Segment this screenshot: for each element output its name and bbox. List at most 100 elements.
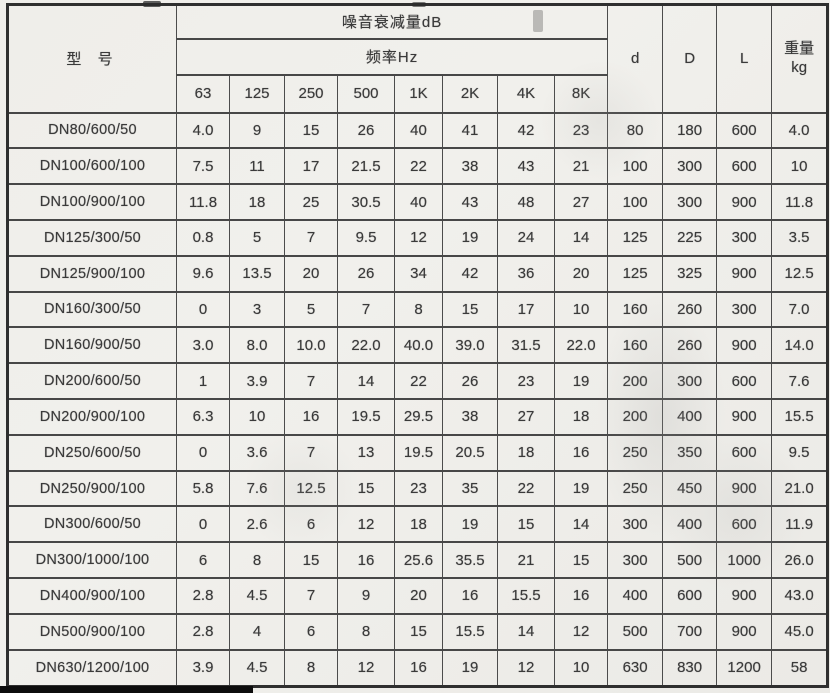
data-cell: 3.5 (771, 219, 829, 257)
data-cell: 2.8 (176, 613, 230, 651)
data-cell: 40 (394, 183, 443, 221)
data-cell: 17 (497, 291, 555, 328)
data-cell: 500 (662, 541, 718, 579)
data-cell: 4.0 (771, 112, 829, 149)
header-row-noise: 型 号 噪音衰减量dB d D L 重量 kg (7, 4, 829, 113)
length-L-column-header: L (716, 4, 773, 113)
data-cell: 19 (442, 219, 498, 257)
table-row: DN300/600/50 0 2.6 6 12 18 19 15 14 300 400 600 11.9 (7, 505, 829, 543)
data-cell: 450 (662, 470, 718, 507)
data-cell: 15 (553, 541, 609, 579)
freq-band-2k-header: 2K (442, 74, 498, 113)
data-cell: 8 (337, 613, 395, 651)
data-cell: 900 (716, 255, 773, 293)
data-cell: 42 (442, 255, 498, 293)
data-cell: 16 (284, 398, 338, 436)
data-cell: 7.6 (229, 470, 285, 507)
data-cell: 0 (176, 434, 230, 472)
data-cell: 12 (497, 649, 555, 687)
model-cell: DN125/300/50 (7, 219, 177, 257)
data-cell: 0 (176, 291, 230, 328)
table-row: DN300/1000/100 6 8 15 16 25.6 35.5 21 15 300 500 10… (7, 541, 829, 579)
data-cell: 3.9 (229, 362, 285, 400)
data-cell: 15 (337, 470, 395, 507)
scan-black-bar-artifact (0, 686, 253, 693)
model-cell: DN100/900/100 (7, 183, 177, 221)
data-cell: 16 (442, 577, 498, 615)
data-cell: 100 (607, 183, 664, 221)
data-cell: 20 (553, 255, 609, 293)
data-cell: 18 (553, 398, 609, 436)
frequency-header: 频率Hz (175, 38, 609, 75)
data-cell: 18 (497, 434, 555, 472)
data-cell: 600 (716, 434, 773, 472)
data-cell: 300 (662, 147, 718, 185)
data-cell: 3.6 (229, 434, 285, 472)
data-cell: 3.0 (176, 326, 230, 364)
diameter-d-column-header: d (607, 4, 664, 113)
data-cell: 14 (553, 219, 609, 257)
data-cell: 35 (442, 470, 498, 507)
data-cell: 500 (607, 613, 664, 651)
data-cell: 15 (394, 613, 443, 651)
data-cell: 0.8 (176, 219, 230, 257)
data-cell: 30.5 (337, 183, 395, 221)
model-cell: DN400/900/100 (7, 577, 177, 615)
data-cell: 22 (497, 470, 555, 507)
data-cell: 10 (553, 291, 609, 328)
freq-band-4k-header: 4K (497, 74, 555, 113)
model-cell: DN100/600/100 (7, 147, 177, 185)
model-cell: DN630/1200/100 (7, 649, 177, 687)
data-cell: 5.8 (176, 470, 230, 507)
data-cell: 58 (771, 649, 829, 687)
data-cell: 9.6 (176, 255, 230, 293)
model-cell: DN125/900/100 (7, 255, 177, 293)
data-cell: 19 (553, 470, 609, 507)
model-cell: DN160/900/50 (7, 326, 177, 364)
data-cell: 260 (662, 326, 718, 364)
data-cell: 21 (497, 541, 555, 579)
data-cell: 400 (662, 505, 718, 543)
data-cell: 38 (442, 147, 498, 185)
data-cell: 19.5 (394, 434, 443, 472)
data-cell: 14.0 (771, 326, 829, 364)
data-cell: 12 (553, 613, 609, 651)
data-cell: 250 (607, 434, 664, 472)
data-cell: 10 (553, 649, 609, 687)
data-cell: 260 (662, 291, 718, 328)
data-cell: 23 (394, 470, 443, 507)
data-cell: 40.0 (394, 326, 443, 364)
model-cell: DN200/600/50 (7, 362, 177, 400)
data-cell: 6 (284, 613, 338, 651)
data-cell: 300 (607, 541, 664, 579)
data-cell: 27 (497, 398, 555, 436)
data-cell: 900 (716, 326, 773, 364)
data-cell: 7 (284, 577, 338, 615)
data-cell: 24 (497, 219, 555, 257)
data-cell: 34 (394, 255, 443, 293)
data-cell: 4.0 (176, 112, 230, 149)
data-cell: 900 (716, 577, 773, 615)
data-cell: 48 (497, 183, 555, 221)
data-cell: 21.0 (771, 470, 829, 507)
data-cell: 39.0 (442, 326, 498, 364)
freq-band-500-header: 500 (337, 74, 395, 113)
table-row: DN500/900/100 2.8 4 6 8 15 15.5 14 12 500 700 900 45… (7, 613, 829, 651)
header-row-frequency: 频率Hz (7, 38, 828, 75)
data-cell: 11.8 (771, 183, 829, 221)
data-cell: 42 (497, 112, 555, 149)
data-cell: 600 (716, 505, 773, 543)
data-cell: 7 (284, 362, 338, 400)
data-cell: 250 (607, 470, 664, 507)
data-cell: 900 (716, 183, 773, 221)
data-cell: 6 (284, 505, 338, 543)
data-cell: 19 (442, 649, 498, 687)
data-cell: 15 (284, 541, 338, 579)
data-cell: 11 (229, 147, 285, 185)
data-cell: 41 (442, 112, 498, 149)
data-cell: 10.0 (284, 326, 338, 364)
table-row: DN400/900/100 2.8 4.5 7 9 20 16 15.5 16 400 600 900… (7, 577, 829, 615)
data-cell: 300 (607, 505, 664, 543)
data-cell: 225 (662, 219, 718, 257)
